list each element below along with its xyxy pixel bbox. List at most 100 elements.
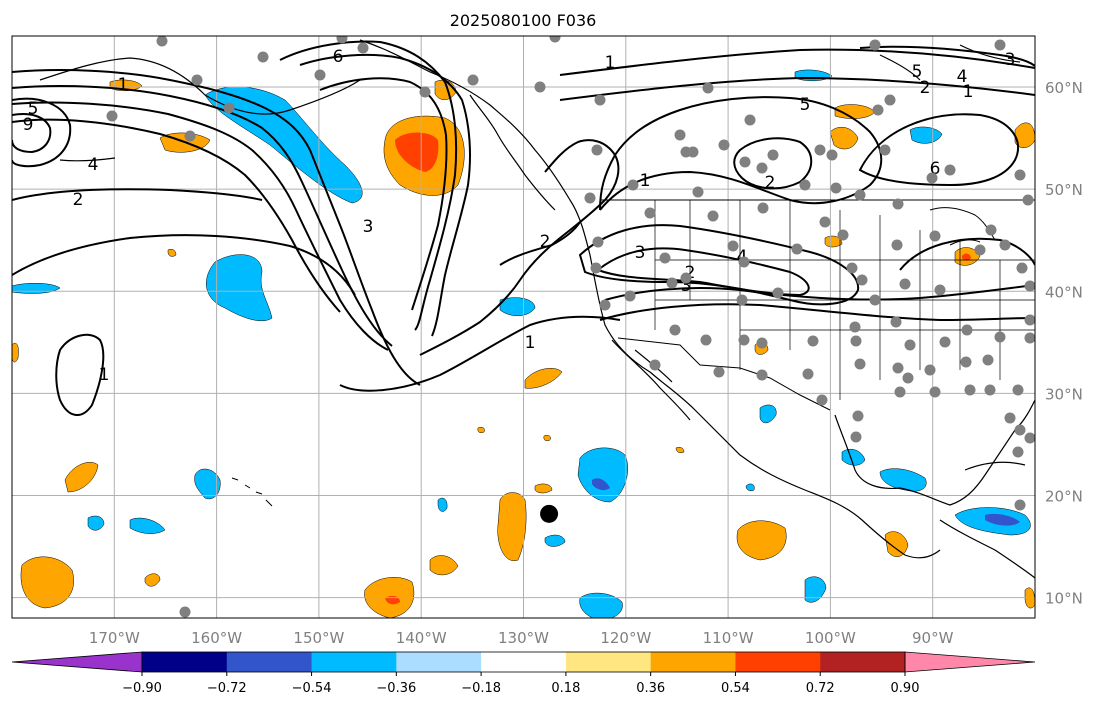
station-marker (744, 114, 756, 126)
positive-anomaly-region (167, 248, 177, 257)
map-frame (11, 35, 1036, 619)
contour-label: 1 (118, 75, 129, 95)
negative-anomaly-region (129, 517, 166, 534)
negative-anomaly-region (577, 447, 628, 503)
colorbar-extend-high (904, 651, 1036, 673)
station-marker (856, 274, 868, 286)
station-marker (594, 94, 606, 106)
station-marker (669, 324, 681, 336)
negative-anomaly-region (437, 497, 448, 512)
contour-label: 2 (73, 190, 84, 210)
station-marker (756, 369, 768, 381)
station-marker (974, 244, 986, 256)
station-marker (961, 324, 973, 336)
station-marker (850, 431, 862, 443)
positive-anomaly-region (534, 483, 553, 494)
latitude-tick-label: 50°N (1045, 181, 1083, 199)
colorbar-segment (565, 652, 652, 672)
station-marker (1024, 314, 1035, 326)
station-marker (184, 130, 196, 142)
station-marker (1012, 446, 1024, 458)
station-marker (644, 207, 656, 219)
longitude-tick-label: 130°W (498, 629, 549, 647)
station-marker (854, 358, 866, 370)
contour-line (12, 69, 421, 386)
station-marker (1014, 169, 1026, 181)
central-america-coastline (939, 519, 1035, 579)
longitude-tick-label: 120°W (600, 629, 651, 647)
figure-title: 2025080100 F036 (450, 11, 597, 30)
contour-line (604, 284, 1035, 301)
station-marker (756, 337, 768, 349)
station-marker (850, 335, 862, 347)
station-marker (599, 299, 611, 311)
station-marker (960, 356, 972, 368)
station-marker (1022, 194, 1034, 206)
colorbar-tick-label: 0.36 (636, 681, 665, 696)
station-marker (837, 229, 849, 241)
positive-anomaly-core (395, 132, 439, 172)
station-marker (1014, 499, 1026, 511)
station-marker (738, 334, 750, 346)
station-marker (814, 144, 826, 156)
contour-label: 5 (912, 62, 923, 82)
station-marker (191, 74, 203, 86)
station-marker (680, 272, 692, 284)
negative-anomaly-region (579, 592, 623, 618)
colorbar-tick-label: −0.54 (292, 681, 332, 696)
station-marker (666, 277, 678, 289)
latitude-tick-labels: 10°N 20°N 30°N 40°N 50°N 60°N (1045, 79, 1083, 608)
negative-anomaly-region (206, 254, 273, 322)
station-marker (819, 216, 831, 228)
station-marker (872, 104, 884, 116)
station-marker (223, 102, 235, 114)
station-marker (934, 284, 946, 296)
station-marker (467, 74, 479, 86)
positive-anomaly-core (962, 253, 971, 261)
positive-anomaly-region (12, 342, 19, 363)
contour-label: 3 (1005, 50, 1016, 70)
contour-line (279, 40, 458, 331)
station-marker (1024, 432, 1035, 444)
station-marker (799, 179, 811, 191)
station-marker (807, 335, 819, 347)
longitude-tick-label: 100°W (805, 629, 856, 647)
positive-anomaly-region (64, 462, 99, 493)
station-marker (627, 179, 639, 191)
station-marker (687, 146, 699, 158)
contour-line (559, 48, 1035, 76)
contour-label: 3 (681, 276, 692, 296)
contour-label: 4 (957, 67, 968, 87)
station-marker (904, 339, 916, 351)
contour-line (55, 333, 105, 416)
station-marker (713, 366, 725, 378)
negative-anomaly-region (499, 297, 536, 316)
contour-line (499, 221, 581, 266)
station-marker (984, 384, 996, 396)
contour-line (596, 247, 810, 297)
contour-line (339, 315, 621, 392)
colorbar-tick-label: 0.72 (806, 681, 835, 696)
negative-anomaly-region (544, 534, 566, 547)
contour-label: 2 (765, 173, 776, 193)
colorbar-tick-label: 0.18 (551, 681, 580, 696)
contour-line (899, 237, 1035, 271)
contour-line (599, 96, 883, 211)
station-marker (982, 354, 994, 366)
negative-anomaly-region (745, 483, 755, 492)
contour-label: 6 (333, 47, 344, 67)
contour-line (599, 303, 1035, 322)
contour-line (12, 97, 72, 168)
station-marker (336, 36, 348, 44)
station-marker (736, 294, 748, 306)
contour-label: 1 (963, 82, 974, 102)
hudson-bay-outline (879, 44, 1021, 81)
contour-label: 4 (88, 155, 99, 175)
station-marker (944, 164, 956, 176)
positive-anomaly-region (543, 434, 551, 442)
positive-anomaly-region (884, 531, 909, 557)
longitude-tick-label: 160°W (191, 629, 242, 647)
latitude-tick-label: 30°N (1045, 385, 1083, 403)
station-marker (929, 230, 941, 242)
contour-line (858, 113, 1020, 187)
